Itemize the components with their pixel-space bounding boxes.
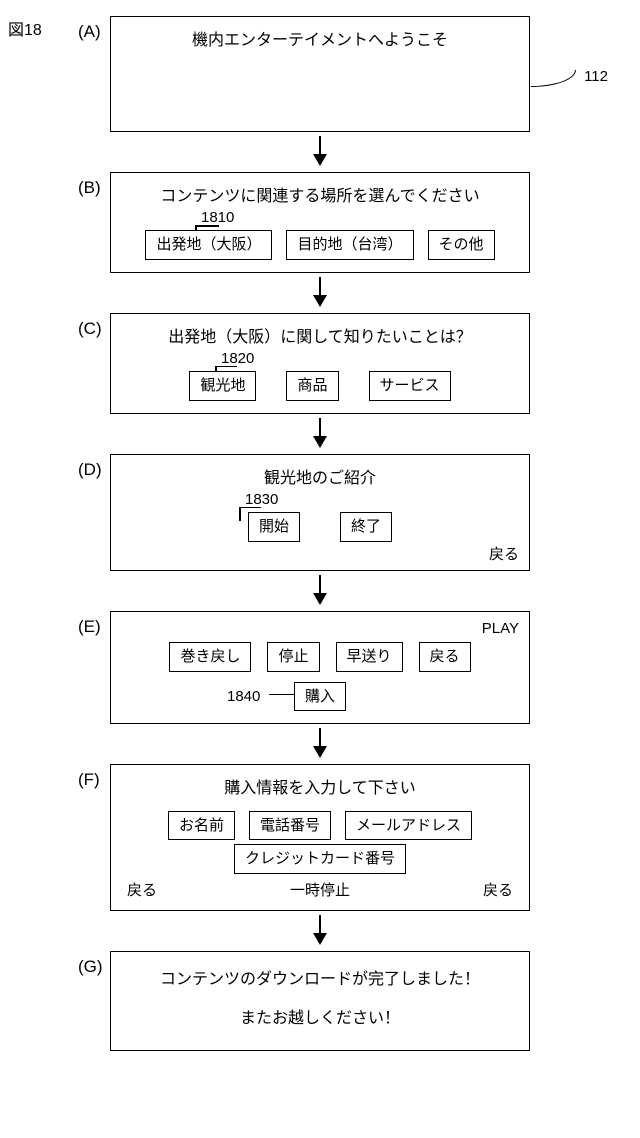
panel-f: 購入情報を入力して下さい お名前 電話番号 メールアドレス クレジットカード番号… xyxy=(110,764,530,910)
panel-a-title: 機内エンターテイメントへようこそ xyxy=(121,29,519,52)
lead-1840 xyxy=(269,694,297,696)
btn-name[interactable]: お名前 xyxy=(168,811,235,841)
panel-f-back-left[interactable]: 戻る xyxy=(127,880,157,902)
lead-1830-h xyxy=(239,507,261,509)
panel-g: コンテンツのダウンロードが完了しました！ またお越しください！ xyxy=(110,951,530,1051)
step-g-row: (G) コンテンツのダウンロードが完了しました！ またお越しください！ xyxy=(0,951,640,1051)
btn-rewind[interactable]: 巻き戻し xyxy=(169,642,251,672)
btn-products[interactable]: 商品 xyxy=(286,371,338,401)
arrow-c-d xyxy=(319,418,321,446)
btn-stop[interactable]: 停止 xyxy=(267,642,319,672)
step-d-row: (D) 観光地のご紹介 1830 開始 終了 戻る xyxy=(0,454,640,571)
panel-b-title: コンテンツに関連する場所を選んでください xyxy=(121,185,519,208)
panel-f-title: 購入情報を入力して下さい xyxy=(121,777,519,800)
step-d-letter: (D) xyxy=(78,460,102,480)
lead-1820-h xyxy=(215,366,237,368)
btn-end[interactable]: 終了 xyxy=(340,512,392,542)
panel-f-back-right[interactable]: 戻る xyxy=(483,880,513,902)
panel-g-line2: またお越しください！ xyxy=(121,1007,519,1030)
panel-f-row1: お名前 電話番号 メールアドレス xyxy=(121,811,519,841)
panel-e-row2: 購入 xyxy=(121,682,519,712)
step-b-row: (B) コンテンツに関連する場所を選んでください 1810 出発地（大阪） 目的… xyxy=(0,172,640,273)
step-b-letter: (B) xyxy=(78,178,101,198)
btn-start[interactable]: 開始 xyxy=(248,512,300,542)
btn-forward[interactable]: 早送り xyxy=(336,642,403,672)
step-g-letter: (G) xyxy=(78,957,103,977)
panel-a: 機内エンターテイメントへようこそ xyxy=(110,16,530,132)
arrow-b-c xyxy=(319,277,321,305)
panel-e-play-label: PLAY xyxy=(482,618,519,640)
flow-column: (A) 機内エンターテイメントへようこそ 112 (B) コンテンツに関連する場… xyxy=(0,16,640,1051)
lead-1830-v xyxy=(239,507,241,521)
btn-phone[interactable]: 電話番号 xyxy=(249,811,331,841)
panel-e-row1: 巻き戻し 停止 早送り 戻る xyxy=(121,642,519,672)
arrow-d-e xyxy=(319,575,321,603)
lead-1810-h xyxy=(195,225,219,227)
arrow-a-b xyxy=(319,136,321,164)
step-a-row: (A) 機内エンターテイメントへようこそ 112 xyxy=(0,16,640,132)
arrow-f-g xyxy=(319,915,321,943)
btn-email[interactable]: メールアドレス xyxy=(345,811,472,841)
step-c-row: (C) 出発地（大阪）に関して知りたいことは？ 1820 観光地 商品 サービス xyxy=(0,313,640,414)
panel-b-buttons: 出発地（大阪） 目的地（台湾） その他 xyxy=(121,230,519,260)
btn-departure[interactable]: 出発地（大阪） xyxy=(145,230,272,260)
btn-purchase[interactable]: 購入 xyxy=(294,682,346,712)
panel-d-back[interactable]: 戻る xyxy=(489,544,519,566)
panel-d: 観光地のご紹介 1830 開始 終了 戻る xyxy=(110,454,530,571)
ref-112-lead xyxy=(531,70,576,87)
step-f-row: (F) 購入情報を入力して下さい お名前 電話番号 メールアドレス クレジットカ… xyxy=(0,764,640,910)
panel-g-line1: コンテンツのダウンロードが完了しました！ xyxy=(121,968,519,991)
panel-e: PLAY 巻き戻し 停止 早送り 戻る 1840 購入 xyxy=(110,611,530,725)
ref-112-label: 112 xyxy=(584,68,608,85)
btn-credit-card[interactable]: クレジットカード番号 xyxy=(234,844,406,874)
arrow-e-f xyxy=(319,728,321,756)
figure-page: 図18 (A) 機内エンターテイメントへようこそ 112 (B) コンテンツに関… xyxy=(0,0,640,1138)
btn-sightseeing[interactable]: 観光地 xyxy=(189,371,256,401)
panel-c-title: 出発地（大阪）に関して知りたいことは？ xyxy=(121,326,519,349)
btn-back-e[interactable]: 戻る xyxy=(419,642,471,672)
btn-destination[interactable]: 目的地（台湾） xyxy=(286,230,413,260)
panel-f-row2: クレジットカード番号 xyxy=(121,844,519,874)
panel-b: コンテンツに関連する場所を選んでください 1810 出発地（大阪） 目的地（台湾… xyxy=(110,172,530,273)
panel-c: 出発地（大阪）に関して知りたいことは？ 1820 観光地 商品 サービス xyxy=(110,313,530,414)
panel-f-pause[interactable]: 一時停止 xyxy=(290,880,350,902)
step-f-letter: (F) xyxy=(78,770,100,790)
step-e-letter: (E) xyxy=(78,617,101,637)
btn-services[interactable]: サービス xyxy=(369,371,451,401)
step-c-letter: (C) xyxy=(78,319,102,339)
panel-d-title: 観光地のご紹介 xyxy=(121,467,519,490)
panel-d-buttons: 開始 終了 xyxy=(121,512,519,542)
step-e-row: (E) PLAY 巻き戻し 停止 早送り 戻る 1840 購入 xyxy=(0,611,640,725)
step-a-letter: (A) xyxy=(78,22,101,42)
btn-other[interactable]: その他 xyxy=(428,230,495,260)
panel-f-footer: 戻る 一時停止 戻る xyxy=(121,880,519,902)
panel-c-buttons: 観光地 商品 サービス xyxy=(121,371,519,401)
